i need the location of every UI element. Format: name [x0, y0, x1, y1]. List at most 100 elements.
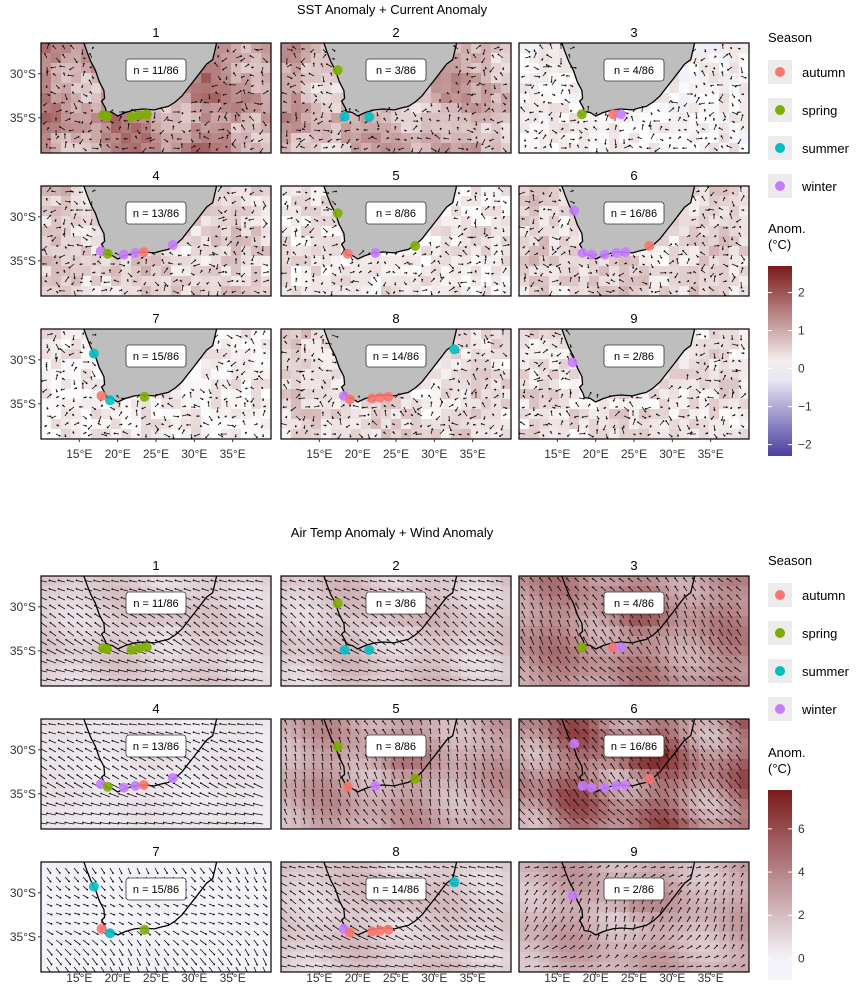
anomaly-cell	[161, 429, 172, 439]
vector-arrowhead	[440, 276, 443, 279]
anomaly-cell	[679, 123, 690, 134]
vector-arrowhead	[62, 45, 64, 47]
vector-arrowhead	[649, 124, 652, 127]
vector-arrowhead	[671, 101, 674, 104]
vector-arrowhead	[203, 135, 206, 138]
vector-arrowhead	[439, 127, 442, 130]
vector-arrowhead	[330, 293, 333, 296]
n-label: n = 16/86	[611, 208, 657, 220]
anomaly-cell	[331, 429, 342, 439]
vector-arrowhead	[166, 116, 169, 119]
anomaly-cell	[579, 133, 590, 144]
vector-arrowhead	[693, 282, 696, 285]
vector-arrowhead	[341, 143, 344, 146]
vector-arrowhead	[550, 117, 553, 120]
anomaly-cell	[261, 339, 271, 350]
vector-arrowhead	[651, 266, 654, 269]
vector-arrowhead	[678, 281, 681, 284]
vector-arrowhead	[207, 401, 210, 403]
anomaly-cell	[559, 103, 570, 114]
anomaly-cell	[481, 206, 492, 217]
vector-arrowhead	[120, 411, 123, 414]
anomaly-cell	[291, 206, 302, 217]
vector-arrowhead	[462, 249, 465, 252]
anomaly-cell	[291, 246, 302, 257]
vector-arrowhead	[125, 417, 127, 420]
vector-arrowhead	[116, 394, 119, 397]
vector-arrowhead	[281, 231, 284, 233]
vector-arrowhead	[121, 111, 124, 113]
vector-arrowhead	[92, 77, 95, 79]
vector-arrowhead	[471, 112, 474, 115]
anomaly-cell	[301, 379, 312, 390]
anomaly-cell	[251, 369, 262, 380]
vector-arrowhead	[323, 103, 326, 106]
panel-label: 8	[392, 311, 399, 326]
anomaly-cell	[729, 83, 740, 94]
vector-arrow	[546, 54, 553, 59]
anomaly-cell	[699, 276, 710, 287]
anomaly-cell	[619, 256, 630, 267]
anomaly-cell	[301, 133, 312, 144]
event-point-winter	[599, 249, 610, 260]
vector-arrowhead	[727, 245, 730, 248]
anomaly-cell	[221, 103, 232, 114]
anomaly-cell	[341, 143, 352, 153]
anomaly-cell	[281, 63, 292, 74]
vector-arrowhead	[68, 354, 71, 356]
anomaly-cell	[689, 63, 700, 74]
anomaly-cell	[191, 256, 202, 267]
vector-arrowhead	[196, 150, 199, 152]
anomaly-cell	[261, 83, 271, 94]
anomaly-cell	[41, 226, 52, 237]
vector-arrow	[461, 281, 468, 284]
anomaly-cell	[231, 359, 242, 370]
vector-arrow	[226, 241, 232, 247]
vector-arrowhead	[364, 121, 367, 124]
anomaly-cell	[471, 93, 482, 104]
anomaly-cell	[729, 133, 740, 144]
vector-arrowhead	[86, 234, 89, 237]
vector-arrowhead	[93, 375, 96, 378]
vector-arrowhead	[236, 376, 239, 378]
vector-arrowhead	[260, 71, 263, 74]
anomaly-cell	[161, 419, 172, 430]
anomaly-cell	[241, 83, 252, 94]
vector-arrowhead	[113, 432, 116, 435]
vector-arrowhead	[235, 258, 238, 261]
anomaly-cell	[71, 369, 82, 380]
vector-arrowhead	[500, 250, 503, 253]
vector-arrowhead	[369, 270, 372, 273]
vector-arrowhead	[534, 118, 537, 121]
anomaly-cell	[529, 103, 540, 114]
anomaly-cell	[91, 73, 102, 84]
anomaly-cell	[351, 429, 362, 439]
anomaly-cell	[739, 226, 749, 237]
anomaly-cell	[291, 186, 302, 197]
anomaly-cell	[81, 196, 92, 207]
vector-arrowhead	[498, 187, 500, 190]
vector-arrowhead	[177, 111, 180, 113]
vector-arrowhead	[188, 283, 190, 286]
anomaly-cell	[171, 103, 182, 114]
vector-arrowhead	[296, 263, 299, 266]
vector-arrowhead	[325, 146, 328, 149]
vector-arrowhead	[256, 370, 259, 373]
anomaly-cell	[91, 369, 102, 380]
vector-arrow	[69, 263, 75, 268]
vector-arrowhead	[718, 99, 721, 101]
x-tick-label: 15°E	[66, 447, 92, 461]
anomaly-cell	[719, 266, 730, 277]
panel-border	[518, 185, 750, 297]
anomaly-cell	[171, 246, 182, 257]
vector-arrowhead	[228, 344, 231, 347]
vector-arrowhead	[216, 294, 219, 296]
vector-arrowhead	[115, 146, 118, 148]
vector-arrowhead	[629, 286, 632, 289]
anomaly-cell	[71, 276, 82, 287]
vector-arrowhead	[240, 124, 243, 127]
anomaly-cell	[539, 196, 550, 207]
vector-arrowhead	[214, 62, 216, 64]
anomaly-cell	[281, 123, 292, 134]
vector-arrowhead	[62, 370, 65, 373]
